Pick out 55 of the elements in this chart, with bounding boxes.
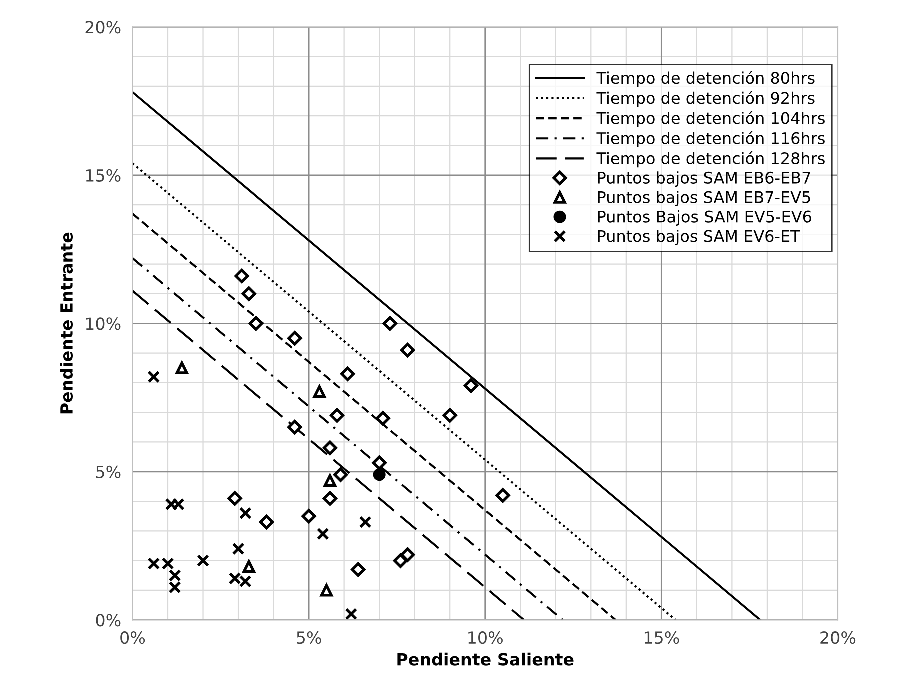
point [400,548,416,562]
y-tick-label: 20% [86,21,121,34]
point [168,569,182,582]
point [330,408,345,423]
y-tick-label: 5% [96,466,121,478]
point [148,370,160,384]
x-tick-label: 10% [468,632,503,644]
point [322,440,338,456]
point [248,316,264,331]
point [340,366,356,382]
x-tick-label: 15% [644,632,680,644]
x-tick-label: 0% [120,632,146,644]
point [334,468,348,482]
point [176,362,188,374]
point [232,542,245,556]
point [382,316,398,331]
legend-label: Tiempo de detención 128hrs [596,152,825,168]
point [234,268,250,284]
y-tick-label: 10% [86,318,121,330]
point [351,562,366,578]
point [496,488,510,503]
point [316,528,330,540]
point [197,554,210,568]
point [400,343,416,358]
legend-label: Puntos bajos SAM EB6-EB7 [598,172,810,188]
point [259,515,274,530]
legend-label: Puntos bajos SAM EV6-ET [598,230,800,246]
legend-label: Puntos Bajos SAM EV5-EV6 [598,210,812,226]
legend-label: Tiempo de detención 104hrs [596,111,825,128]
legend-label: Puntos bajos SAM EB7-EV5 [598,191,810,207]
point [322,491,338,506]
point [168,581,182,594]
point [442,408,458,423]
point [288,420,302,435]
point [376,411,390,426]
point [320,584,333,597]
point [239,507,252,520]
point [372,456,387,470]
point [464,378,479,394]
x-tick-label: 5% [297,632,322,644]
point [345,608,358,620]
x-tick-label: 20% [820,632,856,644]
point [359,516,372,529]
y-axis-title: Pendiente Entrante [60,232,74,414]
point [373,468,386,482]
x-axis-title: Pendiente Saliente [398,652,574,666]
point [242,286,256,302]
y-tick-label: 0% [96,614,121,627]
point [302,509,316,524]
y-tick-label: 15% [86,169,121,182]
point [288,331,302,346]
legend-label: Tiempo de detención 116hrs [596,131,825,148]
legend-label: Tiempo de detención 92hrs [596,91,815,108]
legend-label: Tiempo de detención 80hrs [596,71,815,88]
point [228,491,242,506]
